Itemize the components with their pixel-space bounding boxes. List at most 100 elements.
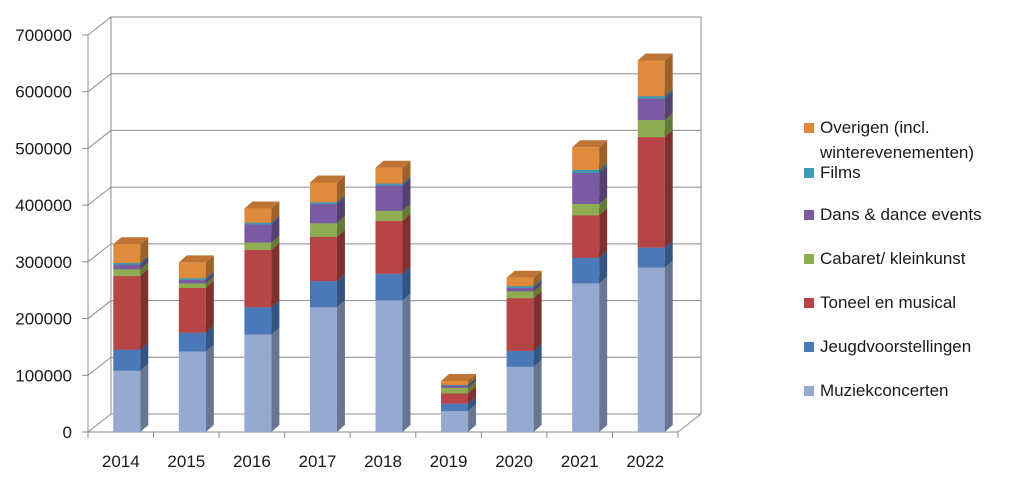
bar-side-jeugdvoorstellingen-2021: [599, 250, 608, 284]
bar-front-films-2016: [244, 222, 272, 225]
bar-top-overigen-incl-winterevenementen-2015: [178, 255, 214, 263]
bar-segment-overigen-incl-winterevenementen-2020: [506, 270, 542, 287]
bar-side-cabaret-kleinkunst-2016: [271, 235, 280, 250]
bar-segment-toneel-en-musical-2021: [572, 208, 608, 258]
bar-front-muziekconcerten-2015: [178, 351, 206, 432]
bar-front-toneel-en-musical-2020: [506, 298, 534, 351]
bar-side-overigen-incl-winterevenementen-2016: [271, 201, 280, 223]
depth-gridline: [87, 186, 112, 206]
bar-side-overigen-incl-winterevenementen-2017: [336, 175, 345, 203]
bar-front-dans-dance-events-2021: [572, 172, 600, 205]
bar-side-films-2018: [402, 176, 411, 186]
depth-gridline: [87, 300, 112, 319]
legend-swatch-cabaret-kleinkunst: [804, 254, 814, 264]
legend-label-overigen-incl-winterevenementen: winterevenementen): [819, 143, 974, 162]
x-tick-label-2016: 2016: [233, 452, 271, 471]
bar-side-toneel-en-musical-2018: [402, 214, 411, 274]
bar-front-films-2018: [375, 183, 403, 186]
bar-side-dans-dance-events-2022: [664, 91, 673, 121]
depth-gridline: [87, 356, 112, 376]
y-tick-label: 200000: [15, 310, 72, 329]
bar-front-films-2014: [113, 262, 141, 265]
bar-side-jeugdvoorstellingen-2020: [533, 343, 542, 367]
bar-front-cabaret-kleinkunst-2014: [113, 269, 141, 277]
depth-gridline: [87, 16, 112, 36]
bar-front-jeugdvoorstellingen-2021: [572, 257, 600, 284]
bar-side-overigen-incl-winterevenementen-2021: [599, 140, 608, 170]
bar-front-muziekconcerten-2020: [506, 366, 534, 432]
bar-front-jeugdvoorstellingen-2017: [309, 281, 337, 308]
bar-side-films-2019: [468, 377, 477, 386]
bar-front-muziekconcerten-2021: [572, 283, 600, 432]
bar-front-cabaret-kleinkunst-2015: [178, 283, 206, 288]
bar-side-toneel-en-musical-2015: [205, 280, 214, 333]
bar-segment-toneel-en-musical-2015: [178, 280, 214, 333]
bar-side-jeugdvoorstellingen-2017: [336, 274, 345, 308]
bar-side-overigen-incl-winterevenementen-2015: [205, 255, 214, 279]
bar-front-films-2020: [506, 286, 534, 288]
legend-label-toneel-en-musical: Toneel en musical: [820, 293, 956, 312]
bar-front-muziekconcerten-2014: [113, 370, 141, 432]
bar-side-dans-dance-events-2015: [205, 273, 214, 284]
bar-top-overigen-incl-winterevenementen-2019: [441, 373, 477, 381]
bar-side-jeugdvoorstellingen-2018: [402, 266, 411, 301]
bar-side-toneel-en-musical-2017: [336, 229, 345, 282]
bar-side-overigen-incl-winterevenementen-2014: [140, 237, 149, 263]
bar-side-muziekconcerten-2014: [140, 363, 149, 432]
bar-segment-muziekconcerten-2018: [375, 293, 411, 432]
bar-front-dans-dance-events-2015: [178, 280, 206, 284]
bar-side-dans-dance-events-2021: [599, 165, 608, 205]
bar-side-cabaret-kleinkunst-2015: [205, 276, 214, 288]
bar-front-films-2017: [309, 202, 337, 205]
bar-side-dans-dance-events-2019: [468, 378, 477, 388]
bar-side-muziekconcerten-2019: [468, 404, 477, 432]
bar-side-overigen-incl-winterevenementen-2020: [533, 270, 542, 287]
bar-side-dans-dance-events-2016: [271, 217, 280, 243]
bar-side-cabaret-kleinkunst-2017: [336, 216, 345, 237]
legend-item-overigen-incl-winterevenementen: Overigen (incl. winterevenementen): [804, 118, 974, 162]
bar-stack-2021: [572, 140, 608, 432]
legend-swatch-overigen-incl-winterevenementen: [804, 123, 814, 133]
bar-segment-muziekconcerten-2021: [572, 276, 608, 432]
depth-gridline: [87, 73, 112, 93]
bar-segment-overigen-incl-winterevenementen-2018: [375, 160, 411, 184]
bar-segment-toneel-en-musical-2016: [244, 242, 280, 308]
bar-side-cabaret-kleinkunst-2020: [533, 284, 542, 299]
bar-side-toneel-en-musical-2014: [140, 269, 149, 350]
y-tick-label: 0: [63, 423, 72, 442]
legend-item-cabaret-kleinkunst: Cabaret/ kleinkunst: [804, 249, 966, 268]
bar-segment-muziekconcerten-2016: [244, 327, 280, 432]
bar-segment-toneel-en-musical-2022: [637, 130, 673, 248]
bar-segment-muziekconcerten-2022: [637, 260, 673, 432]
bar-front-overigen-incl-winterevenementen-2022: [637, 60, 665, 97]
bar-side-muziekconcerten-2016: [271, 327, 280, 432]
bar-side-overigen-incl-winterevenementen-2018: [402, 160, 411, 184]
bar-segment-muziekconcerten-2017: [309, 300, 345, 432]
bar-front-muziekconcerten-2022: [637, 267, 665, 432]
bar-side-dans-dance-events-2020: [533, 280, 542, 292]
bar-front-overigen-incl-winterevenementen-2014: [113, 244, 141, 263]
y-tick-label: 600000: [15, 83, 72, 102]
bar-stack-2018: [375, 160, 411, 432]
legend-swatch-muziekconcerten: [804, 386, 814, 396]
bar-front-overigen-incl-winterevenementen-2021: [572, 147, 600, 170]
bar-side-jeugdvoorstellingen-2015: [205, 325, 214, 352]
bar-front-toneel-en-musical-2014: [113, 276, 141, 350]
bar-front-films-2019: [441, 384, 469, 386]
bar-side-overigen-incl-winterevenementen-2019: [468, 373, 477, 385]
bar-segment-overigen-incl-winterevenementen-2015: [178, 255, 214, 279]
bar-top-overigen-incl-winterevenementen-2021: [572, 140, 608, 148]
legend-item-toneel-en-musical: Toneel en musical: [804, 293, 956, 312]
bar-front-cabaret-kleinkunst-2016: [244, 242, 272, 250]
bar-side-toneel-en-musical-2021: [599, 208, 608, 258]
bar-side-muziekconcerten-2015: [205, 344, 214, 432]
bar-front-muziekconcerten-2018: [375, 300, 403, 432]
legend-label-muziekconcerten: Muziekconcerten: [820, 381, 949, 400]
bar-front-jeugdvoorstellingen-2020: [506, 350, 534, 367]
bar-front-jeugdvoorstellingen-2018: [375, 273, 403, 301]
y-tick-label: 300000: [15, 253, 72, 272]
depth-gridline: [87, 243, 112, 263]
bar-stack-2019: [441, 373, 477, 432]
bar-segment-toneel-en-musical-2017: [309, 229, 345, 282]
bar-front-dans-dance-events-2019: [441, 385, 469, 388]
